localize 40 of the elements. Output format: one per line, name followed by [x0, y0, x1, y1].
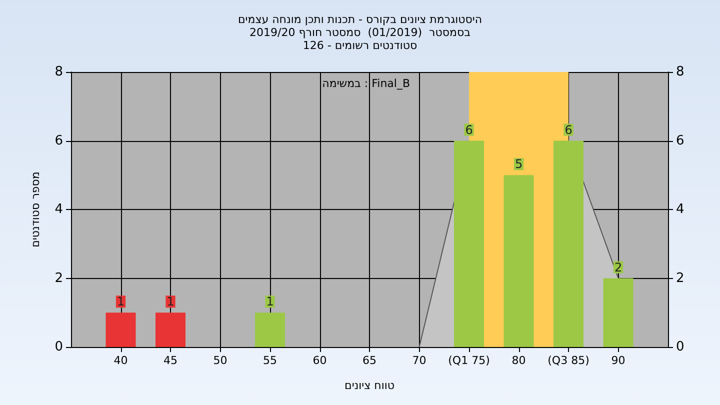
x-tick-label: 55	[263, 354, 277, 367]
data-label: 6	[564, 122, 572, 137]
x-tick-label: 65	[362, 354, 376, 367]
x-axis-title: טווח ציונים	[344, 379, 394, 392]
x-tick-label: 40	[114, 354, 128, 367]
data-label: 6	[465, 122, 473, 137]
bar	[255, 312, 285, 347]
x-tick-label: 80	[512, 354, 526, 367]
y2-tick-label: 8	[676, 64, 684, 80]
chart-title: היסטוגרמת ציונים בקורס - תכנות ותכן מונחה עצמים	[238, 13, 482, 26]
bar	[504, 175, 534, 347]
x-tick-label: 90	[611, 354, 626, 367]
x-tick-label: (Q3 85)	[548, 354, 590, 367]
y-tick-label: 4	[54, 202, 63, 217]
x-tick-label: 45	[164, 354, 178, 367]
y-tick-label: 6	[54, 133, 63, 148]
y2-tick-label: 0	[676, 340, 684, 354]
y2-tick-label: 2	[676, 270, 684, 286]
data-label: 1	[116, 294, 125, 309]
data-label: 2	[614, 260, 622, 274]
y-tick-label: 0	[54, 340, 63, 354]
annotation: במשימה : Final_B	[322, 77, 410, 90]
chart-subtitle: בסמסטר (01/2019) סמסטר חורף 2019/20 סטודנטים רשומים - 126	[250, 26, 470, 52]
x-tick-label: 60	[312, 354, 327, 367]
x-tick-label: 70	[412, 354, 426, 367]
y-tick-label: 8	[54, 64, 63, 80]
data-label: 1	[166, 294, 174, 309]
x-tick-label: 50	[213, 354, 228, 367]
bar	[106, 312, 136, 347]
x-tick-label: (Q1 75)	[448, 354, 490, 367]
data-label: 5	[514, 157, 523, 172]
y-axis-title: מספר סטודנטים	[29, 172, 42, 248]
bar	[156, 312, 186, 347]
y2-tick-label: 4	[676, 202, 684, 217]
y2-tick-label: 6	[676, 133, 684, 148]
bar	[554, 140, 584, 347]
bar	[603, 278, 634, 347]
bar	[454, 140, 484, 347]
data-label: 1	[266, 294, 274, 309]
y-tick-label: 2	[54, 270, 63, 286]
